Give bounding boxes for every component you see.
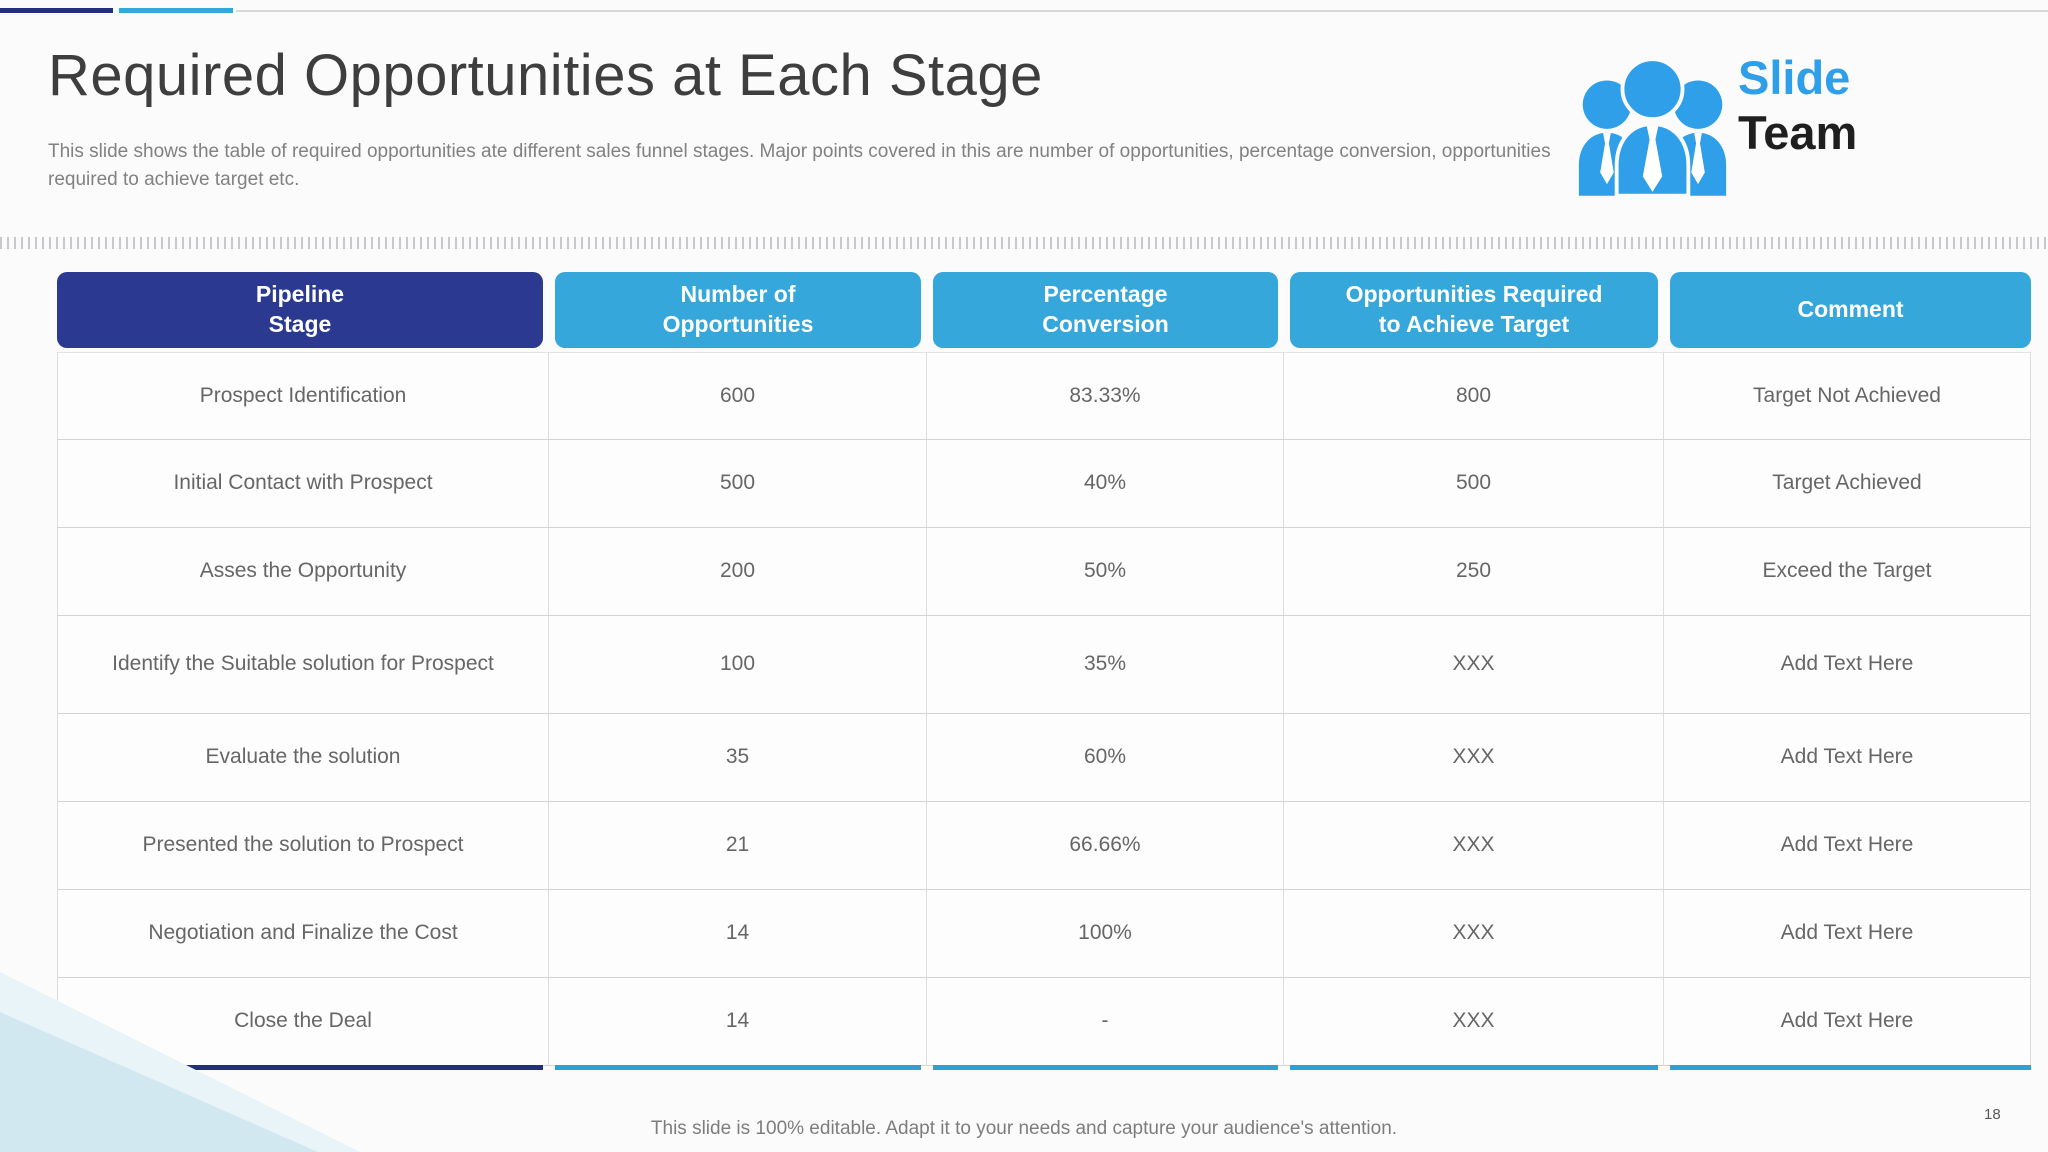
page-title: Required Opportunities at Each Stage: [48, 43, 1043, 108]
cell-required: 800: [1284, 352, 1664, 440]
bottom-accent-required: [1284, 1065, 1664, 1070]
table-bottom-accents: [57, 1065, 2031, 1070]
cell-stage: Identify the Suitable solution for Prosp…: [57, 616, 549, 714]
cell-opportunities: 200: [549, 528, 927, 616]
logo-wordmark: Slide Team: [1738, 50, 1857, 161]
bottom-accent-comment: [1664, 1065, 2031, 1070]
cell-conversion: -: [927, 978, 1284, 1066]
cell-stage: Negotiation and Finalize the Cost: [57, 890, 549, 978]
cell-comment: Exceed the Target: [1664, 528, 2031, 616]
bottom-accent-bar: [933, 1065, 1278, 1070]
logo-word-slide: Slide: [1738, 51, 1851, 104]
top-accent-blue-bar: [119, 8, 233, 13]
cell-comment: Add Text Here: [1664, 978, 2031, 1066]
cell-comment: Add Text Here: [1664, 802, 2031, 890]
cell-required: 250: [1284, 528, 1664, 616]
cell-opportunities: 500: [549, 440, 927, 528]
bottom-accent-bar: [57, 1065, 543, 1070]
top-accent-navy-bar: [0, 8, 113, 13]
cell-opportunities: 14: [549, 890, 927, 978]
cell-opportunities: 35: [549, 714, 927, 802]
cell-conversion: 50%: [927, 528, 1284, 616]
bottom-accent-bar: [1290, 1065, 1658, 1070]
cell-stage: Evaluate the solution: [57, 714, 549, 802]
logo-word-team: Team: [1738, 106, 1858, 160]
page-number: 18: [1984, 1106, 2001, 1123]
cell-stage: Initial Contact with Prospect: [57, 440, 549, 528]
cell-required: 500: [1284, 440, 1664, 528]
cell-conversion: 66.66%: [927, 802, 1284, 890]
cell-required: XXX: [1284, 890, 1664, 978]
column-header-conversion: Percentage Conversion: [933, 272, 1278, 348]
column-header-comment: Comment: [1670, 272, 2031, 348]
cell-comment: Target Not Achieved: [1664, 352, 2031, 440]
table-header-row: Pipeline Stage Number of Opportunities Per…: [57, 272, 2031, 348]
cell-stage: Prospect Identification: [57, 352, 549, 440]
footer-note: This slide is 100% editable. Adapt it to…: [650, 1118, 1398, 1139]
cell-opportunities: 100: [549, 616, 927, 714]
cell-comment: Target Achieved: [1664, 440, 2031, 528]
bottom-accent-bar: [555, 1065, 921, 1070]
dotted-divider: [0, 237, 2048, 249]
cell-required: XXX: [1284, 714, 1664, 802]
cell-comment: Add Text Here: [1664, 890, 2031, 978]
cell-conversion: 100%: [927, 890, 1284, 978]
opportunities-table: Pipeline Stage Number of Opportunities Per…: [57, 272, 2031, 1070]
slide-description: This slide shows the table of required o…: [48, 141, 1551, 190]
bottom-accent-stage: [57, 1065, 549, 1070]
cell-opportunities: 600: [549, 352, 927, 440]
column-header-opportunities: Number of Opportunities: [555, 272, 921, 348]
cell-comment: Add Text Here: [1664, 616, 2031, 714]
cell-conversion: 40%: [927, 440, 1284, 528]
cell-comment: Add Text Here: [1664, 714, 2031, 802]
bottom-accent-conversion: [927, 1065, 1284, 1070]
cell-opportunities: 14: [549, 978, 927, 1066]
column-header-required: Opportunities Required to Achieve Target: [1290, 272, 1658, 348]
column-header-stage: Pipeline Stage: [57, 272, 543, 348]
team-people-icon: [1578, 57, 1727, 196]
cell-conversion: 35%: [927, 616, 1284, 714]
bottom-accent-bar: [1670, 1065, 2031, 1070]
slideteam-logo: Slide Team: [1575, 48, 2015, 198]
cell-required: XXX: [1284, 978, 1664, 1066]
cell-stage: Asses the Opportunity: [57, 528, 549, 616]
table-body: Prospect Identification 600 83.33% 800 Targe…: [57, 352, 2031, 1066]
top-divider-line: [236, 10, 2048, 12]
cell-conversion: 83.33%: [927, 352, 1284, 440]
bottom-accent-opportunities: [549, 1065, 927, 1070]
cell-stage: Presented the solution to Prospect: [57, 802, 549, 890]
cell-required: XXX: [1284, 802, 1664, 890]
cell-opportunities: 21: [549, 802, 927, 890]
cell-required: XXX: [1284, 616, 1664, 714]
cell-conversion: 60%: [927, 714, 1284, 802]
